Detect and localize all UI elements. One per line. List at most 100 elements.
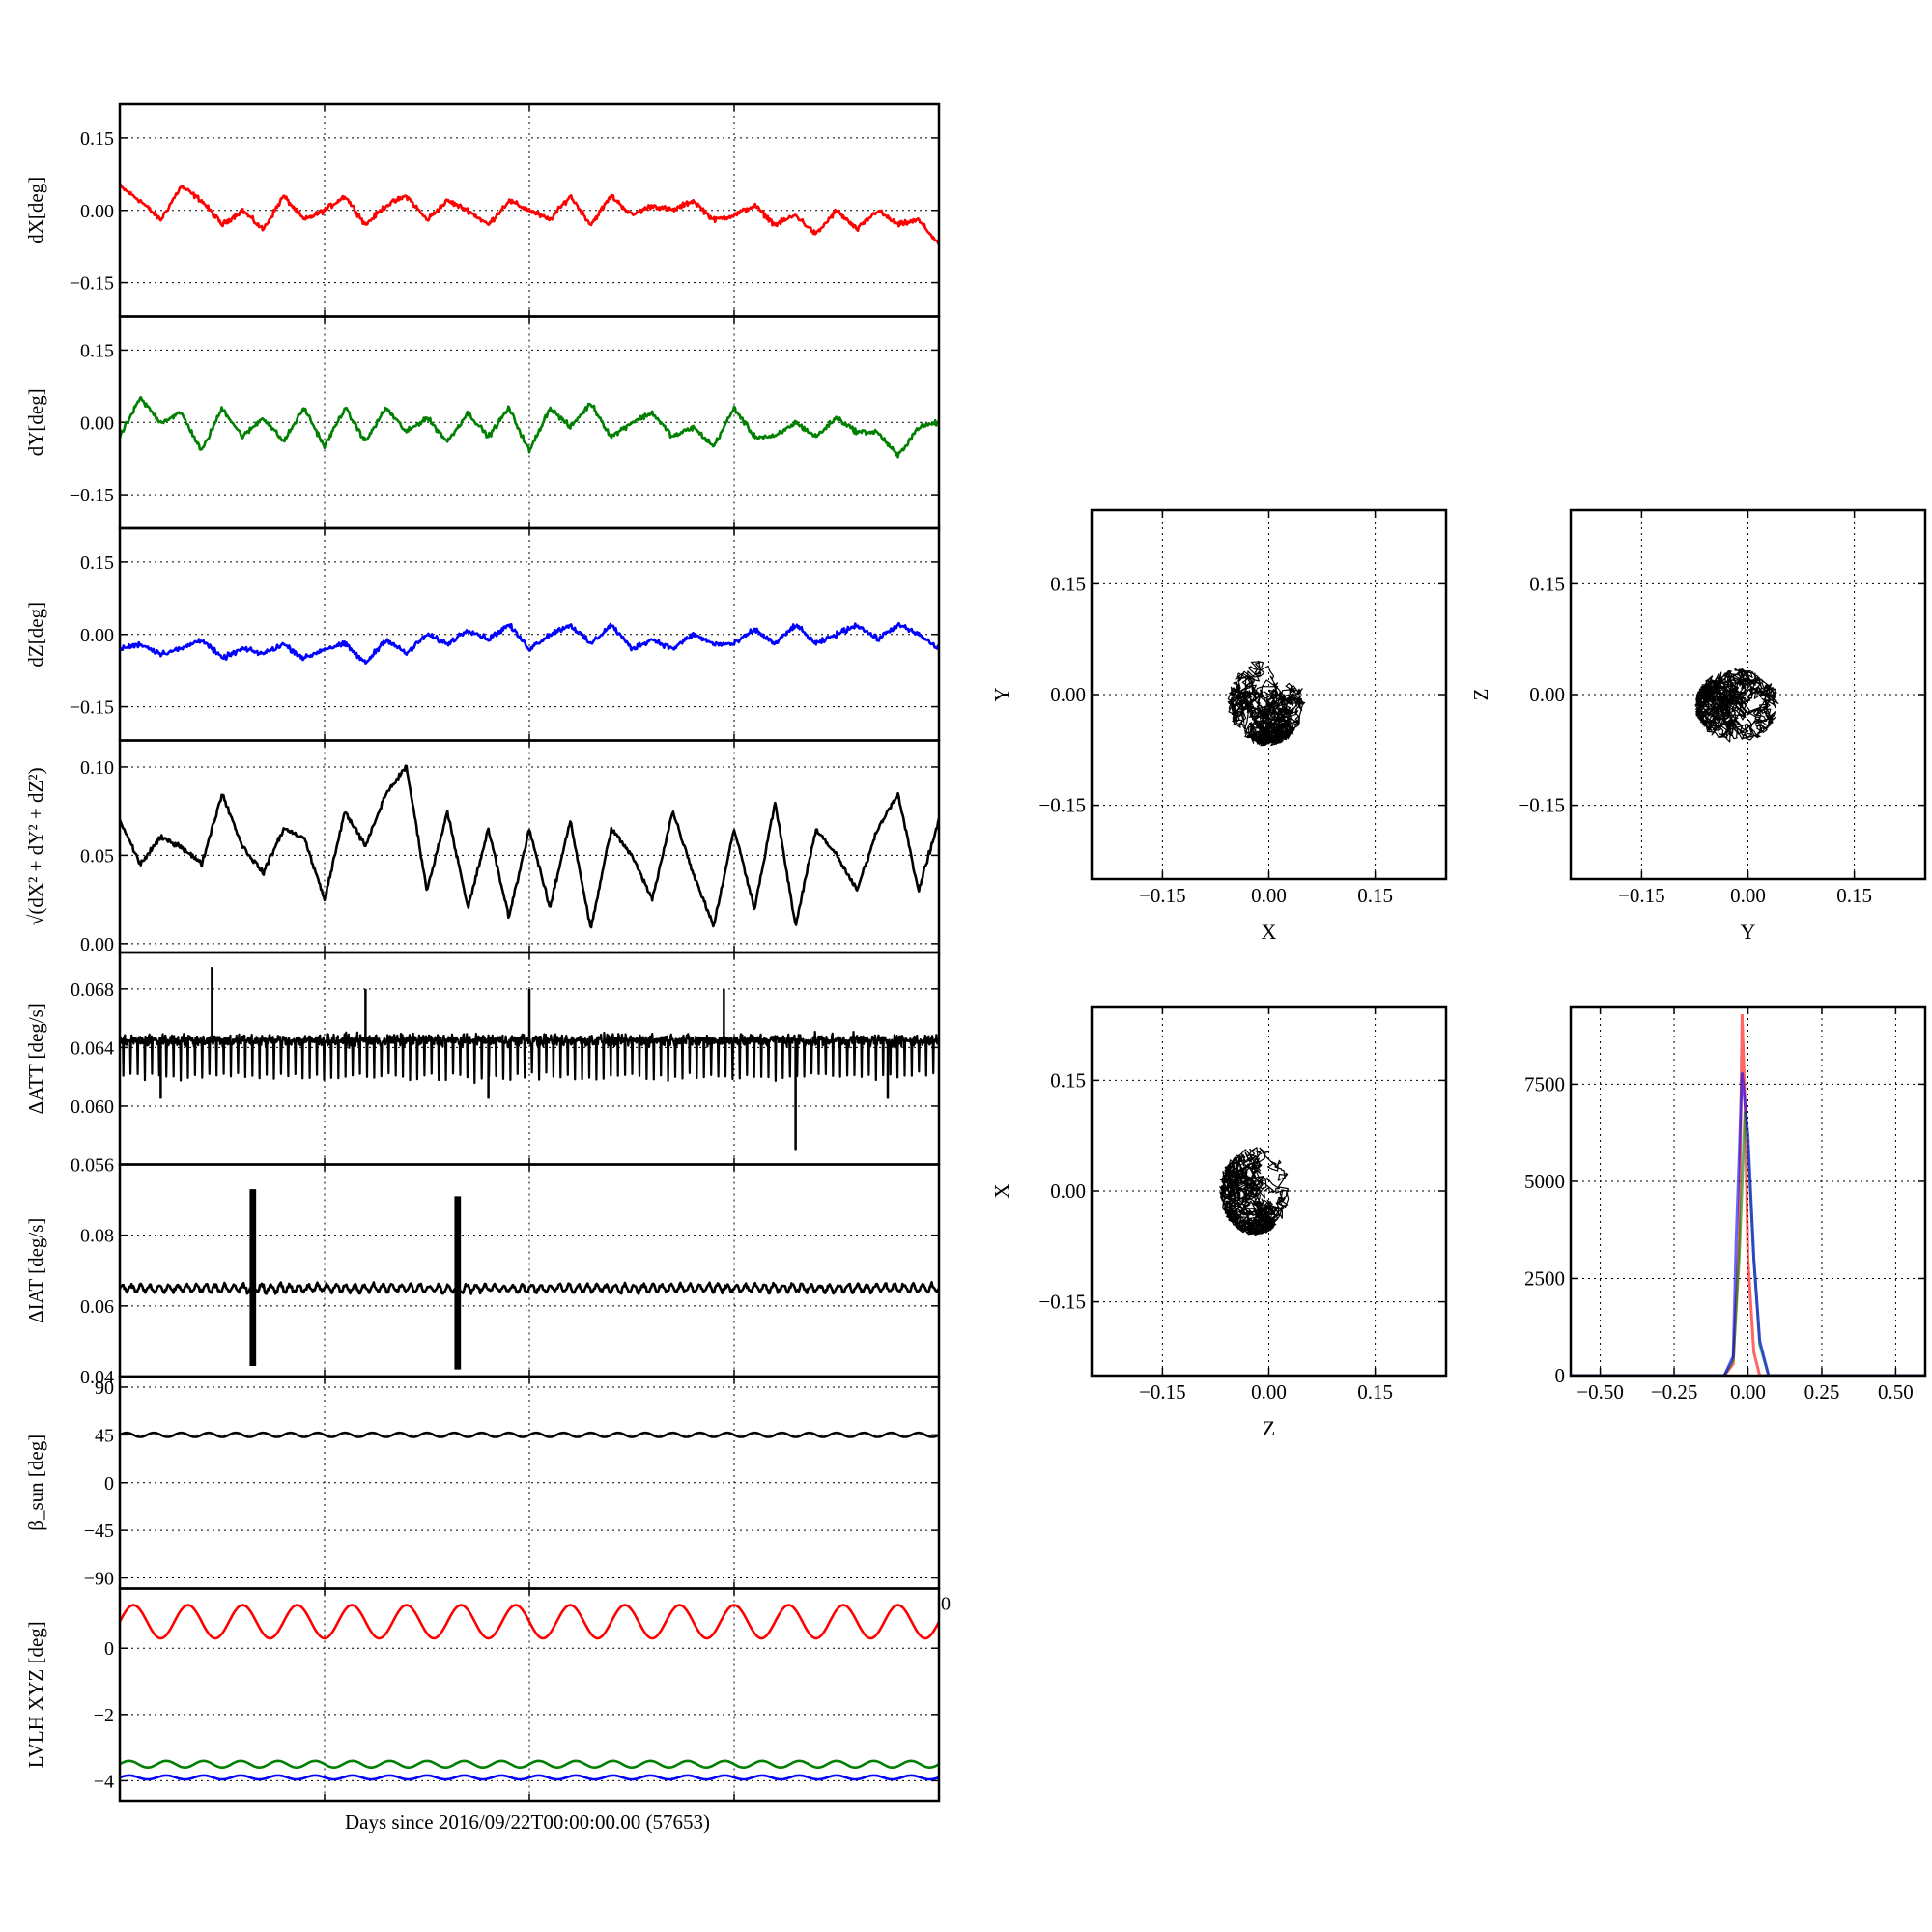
series-line: [120, 1604, 939, 1640]
axis-ylabel: ΔATT [deg/s]: [24, 1003, 47, 1114]
scatter-trace: [1227, 660, 1306, 747]
ytick-label: 0.00: [1529, 683, 1565, 706]
axis-ylabel: Z: [1469, 689, 1492, 701]
ytick-label: 0.00: [80, 934, 114, 955]
ytick-label: −90: [84, 1569, 114, 1590]
panel-frame: [1569, 508, 1927, 881]
plot-area: [120, 183, 939, 245]
ytick-label: 0.15: [1529, 572, 1565, 595]
ytick-label: −0.15: [1038, 794, 1086, 817]
series-line: [120, 621, 939, 666]
ytick-label: 0.15: [1050, 572, 1086, 595]
plot-area: [120, 764, 939, 929]
panel-datt: 0.068 0.064 0.060 0.056 ΔATT [deg/s]: [24, 951, 941, 1177]
axis-ylabel: LVLH XYZ [deg]: [24, 1621, 47, 1768]
xtick-label: 0.25: [1804, 1380, 1840, 1404]
axis-ylabel: dY[deg]: [24, 388, 47, 456]
ytick-label: −0.15: [70, 273, 114, 295]
ytick-label: −4: [94, 1771, 114, 1792]
histogram-line: [1571, 1072, 1925, 1376]
panel-xz: 0.15 0.00 −0.15 −0.15 0.00 0.15 X Z: [990, 1005, 1448, 1440]
ytick-label: 0.10: [80, 757, 114, 779]
axis-ylabel: X: [990, 1183, 1013, 1198]
panel-xy: 0.15 0.00 −0.15 −0.15 0.00 0.15 Y X: [990, 508, 1448, 944]
plot-area: [120, 1431, 939, 1438]
ytick-label: 0: [104, 1473, 114, 1494]
ytick-label: 0.08: [80, 1226, 114, 1247]
ytick-label: 2500: [1524, 1266, 1565, 1290]
ytick-label: 0.00: [80, 412, 114, 434]
axis-xlabel: X: [1262, 920, 1277, 944]
plot-area: [120, 395, 939, 459]
xtick-label: 0.00: [1730, 884, 1766, 907]
xtick-label: 0.50: [1878, 1380, 1914, 1404]
scatter-trace: [1219, 1147, 1290, 1236]
ytick-label: 0.15: [1050, 1068, 1086, 1092]
ytick-label: 0.00: [80, 625, 114, 646]
series-line: [120, 1431, 939, 1438]
panel-dy: 0.15 0.00 −0.15 dY[deg]: [24, 315, 941, 530]
axis-ylabel: Y: [990, 687, 1013, 701]
ytick-label: 0.05: [80, 845, 114, 867]
ytick-label: 5000: [1524, 1170, 1565, 1193]
ytick-label: 0.00: [1050, 683, 1086, 706]
xtick-label: −0.15: [1139, 1380, 1186, 1404]
stray-tick-label: 0: [941, 1594, 951, 1615]
panel-dz: 0.15 0.00 −0.15 dZ[deg]: [24, 526, 941, 742]
panel-diat: 0.08 0.06 0.04 ΔIAT [deg/s]: [24, 1163, 941, 1388]
ytick-label: 0.060: [71, 1096, 114, 1118]
panel-beta: 90 45 0 −45 −90 β_sun [deg]: [24, 1375, 941, 1590]
ytick-label: 0: [104, 1638, 114, 1660]
ytick-label: 0.15: [80, 128, 114, 150]
axis-xlabel: Y: [1741, 920, 1756, 944]
ytick-label: 0.00: [1050, 1179, 1086, 1203]
panel-lvlh: 0 −2 −4 LVLH XYZ [deg] 0: [24, 1587, 951, 1803]
axis-ylabel: dX[deg]: [24, 177, 47, 244]
ytick-label: 0.064: [71, 1037, 114, 1059]
ytick-label: 0.068: [71, 980, 114, 1001]
series-line: [120, 1759, 939, 1769]
plot-area: [1227, 660, 1306, 747]
xtick-label: 0.00: [1251, 884, 1287, 907]
ytick-label: 45: [95, 1425, 114, 1446]
panel-frame: [1090, 1005, 1448, 1378]
axis-xlabel: Z: [1263, 1416, 1275, 1440]
plot-area: [120, 621, 939, 666]
ytick-label: 0.15: [80, 340, 114, 361]
ytick-label: −0.15: [1518, 794, 1565, 817]
xtick-label: −0.25: [1651, 1380, 1698, 1404]
xtick-label: 0.15: [1836, 884, 1872, 907]
plot-area: [120, 1604, 939, 1781]
panel-hist: 7500 5000 2500 0 −0.50 −0.25 0.00 0.25 0.50: [1524, 1005, 1927, 1404]
panel-frame: [1090, 508, 1448, 881]
ytick-label: 0: [1555, 1364, 1566, 1387]
xtick-label: 0.15: [1357, 884, 1393, 907]
plot-area: [1571, 1013, 1925, 1376]
plot-area: [1694, 668, 1779, 743]
plot-area: [120, 967, 939, 1151]
ytick-label: −45: [84, 1520, 114, 1542]
panel-dx: 0.15 0.00 −0.15 dX[deg]: [24, 102, 941, 318]
axis-ylabel: ΔIAT [deg/s]: [24, 1218, 47, 1323]
panel-zy: 0.15 0.00 −0.15 −0.15 0.00 0.15 Z Y: [1469, 508, 1927, 944]
panel-frame: [1569, 1005, 1927, 1378]
ytick-label: −2: [94, 1705, 114, 1726]
xtick-label: −0.50: [1577, 1380, 1624, 1404]
scatter-trace: [1694, 668, 1779, 743]
ytick-label: 0.15: [80, 553, 114, 574]
ytick-label: −0.15: [70, 697, 114, 719]
ytick-label: −0.15: [70, 485, 114, 506]
panel-dr: 0.10 0.05 0.00 √(dX² + dY² + dZ²): [24, 739, 941, 955]
figure-xlabel: Days since 2016/09/22T00:00:00.00 (57653…: [345, 1810, 710, 1833]
axis-ylabel: dZ[deg]: [24, 602, 47, 668]
ytick-label: 90: [95, 1378, 114, 1399]
panel-frame: [118, 1587, 941, 1803]
xtick-label: −0.15: [1139, 884, 1186, 907]
series-line: [120, 395, 939, 459]
series-line: [120, 1281, 939, 1295]
ytick-label: 0.056: [71, 1155, 114, 1177]
plot-area: [1219, 1147, 1290, 1236]
series-line: [120, 183, 939, 245]
ytick-label: 0.04: [80, 1367, 114, 1388]
